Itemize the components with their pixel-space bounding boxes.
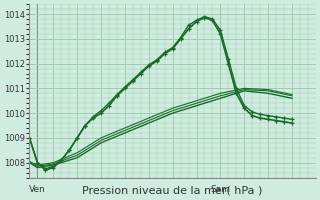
X-axis label: Pression niveau de la mer( hPa ): Pression niveau de la mer( hPa ) xyxy=(83,186,263,196)
Text: Sam: Sam xyxy=(210,185,230,194)
Text: Ven: Ven xyxy=(29,185,46,194)
